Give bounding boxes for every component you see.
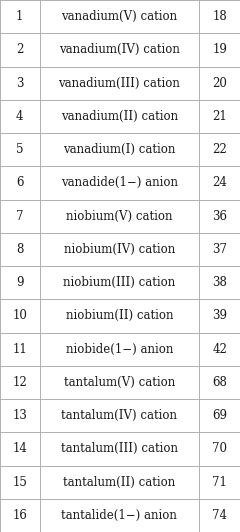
Text: 42: 42 <box>212 343 227 355</box>
Text: 18: 18 <box>212 10 227 23</box>
Bar <box>0 466 240 499</box>
Text: 6: 6 <box>16 177 24 189</box>
Text: 3: 3 <box>16 77 24 89</box>
Text: tantalum(IV) cation: tantalum(IV) cation <box>61 409 177 422</box>
Bar <box>0 399 240 432</box>
Text: vanadium(V) cation: vanadium(V) cation <box>61 10 177 23</box>
Text: tantalum(III) cation: tantalum(III) cation <box>61 443 178 455</box>
Bar <box>0 233 240 266</box>
Text: tantalum(V) cation: tantalum(V) cation <box>64 376 175 389</box>
Text: 19: 19 <box>212 44 227 56</box>
Text: vanadium(IV) cation: vanadium(IV) cation <box>59 44 180 56</box>
Text: 10: 10 <box>12 310 27 322</box>
Text: 13: 13 <box>12 409 27 422</box>
Bar <box>0 366 240 399</box>
Text: vanadide(1−) anion: vanadide(1−) anion <box>61 177 178 189</box>
Bar <box>0 0 240 33</box>
Text: 21: 21 <box>212 110 227 123</box>
Text: 71: 71 <box>212 476 227 488</box>
Text: 68: 68 <box>212 376 227 389</box>
Text: 70: 70 <box>212 443 227 455</box>
Bar <box>0 133 240 166</box>
Bar <box>0 266 240 299</box>
Text: 15: 15 <box>12 476 27 488</box>
Text: niobium(IV) cation: niobium(IV) cation <box>64 243 175 256</box>
Text: 2: 2 <box>16 44 24 56</box>
Text: 24: 24 <box>212 177 227 189</box>
Text: niobium(II) cation: niobium(II) cation <box>66 310 173 322</box>
Text: 7: 7 <box>16 210 24 222</box>
Text: 4: 4 <box>16 110 24 123</box>
Text: 9: 9 <box>16 276 24 289</box>
Text: 14: 14 <box>12 443 27 455</box>
Text: 1: 1 <box>16 10 24 23</box>
Bar <box>0 499 240 532</box>
Bar <box>0 332 240 366</box>
Bar <box>0 33 240 66</box>
Bar <box>0 299 240 332</box>
Bar <box>0 100 240 133</box>
Text: 36: 36 <box>212 210 227 222</box>
Bar <box>0 66 240 100</box>
Text: 20: 20 <box>212 77 227 89</box>
Text: 39: 39 <box>212 310 227 322</box>
Text: vanadium(II) cation: vanadium(II) cation <box>61 110 178 123</box>
Text: 12: 12 <box>12 376 27 389</box>
Text: niobium(V) cation: niobium(V) cation <box>66 210 173 222</box>
Text: niobium(III) cation: niobium(III) cation <box>63 276 175 289</box>
Text: 22: 22 <box>212 143 227 156</box>
Bar <box>0 200 240 233</box>
Text: 16: 16 <box>12 509 27 522</box>
Text: 11: 11 <box>12 343 27 355</box>
Text: vanadium(III) cation: vanadium(III) cation <box>59 77 180 89</box>
Text: 37: 37 <box>212 243 227 256</box>
Text: vanadium(I) cation: vanadium(I) cation <box>63 143 176 156</box>
Text: 74: 74 <box>212 509 227 522</box>
Text: tantalide(1−) anion: tantalide(1−) anion <box>61 509 177 522</box>
Text: 38: 38 <box>212 276 227 289</box>
Text: niobide(1−) anion: niobide(1−) anion <box>66 343 173 355</box>
Text: 8: 8 <box>16 243 24 256</box>
Text: 5: 5 <box>16 143 24 156</box>
Text: 69: 69 <box>212 409 227 422</box>
Bar <box>0 166 240 200</box>
Text: tantalum(II) cation: tantalum(II) cation <box>63 476 175 488</box>
Bar <box>0 432 240 466</box>
